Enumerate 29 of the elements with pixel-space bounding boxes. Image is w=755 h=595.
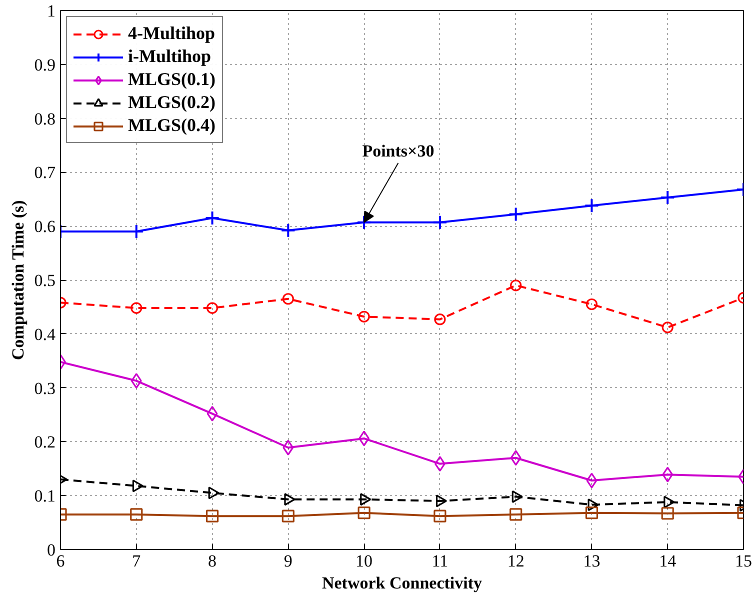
x-axis-title: Network Connectivity — [322, 574, 483, 592]
x-tick-label: 14 — [659, 552, 677, 570]
legend-label: i-Multihop — [128, 46, 212, 67]
x-tick-label: 9 — [284, 552, 292, 570]
legend-label: MLGS(0.1) — [128, 69, 216, 90]
x-tick-label: 8 — [208, 552, 217, 570]
y-tick-label: 0.2 — [34, 432, 56, 452]
y-axis-title: Computation Time (s) — [8, 200, 28, 360]
x-tick-label: 7 — [132, 552, 142, 570]
y-tick-label: 0.8 — [34, 109, 56, 128]
x-tick-label: 6 — [56, 552, 65, 570]
y-tick-label: 0.3 — [34, 378, 56, 398]
legend-label: MLGS(0.4) — [128, 115, 216, 136]
y-tick-label: 1 — [47, 2, 56, 20]
x-tick-label: 15 — [735, 552, 752, 570]
x-tick-label: 13 — [583, 552, 600, 570]
x-tick-label: 12 — [507, 552, 524, 570]
y-tick-label: 0.4 — [34, 324, 56, 344]
x-tick-label: 10 — [356, 552, 373, 570]
y-tick-label: 0.9 — [34, 55, 56, 74]
y-tick-label: 0.1 — [34, 486, 56, 506]
y-tick-label: 0.6 — [34, 217, 56, 236]
y-tick-label: 0 — [47, 540, 56, 560]
y-tick-label: 0.5 — [34, 271, 56, 290]
legend-label: 4-Multihop — [128, 23, 216, 44]
x-tick-label: 11 — [432, 552, 448, 570]
legend-label: MLGS(0.2) — [128, 92, 216, 113]
y-tick-label: 0.7 — [34, 163, 56, 182]
annotation: Points×30 — [362, 141, 434, 160]
